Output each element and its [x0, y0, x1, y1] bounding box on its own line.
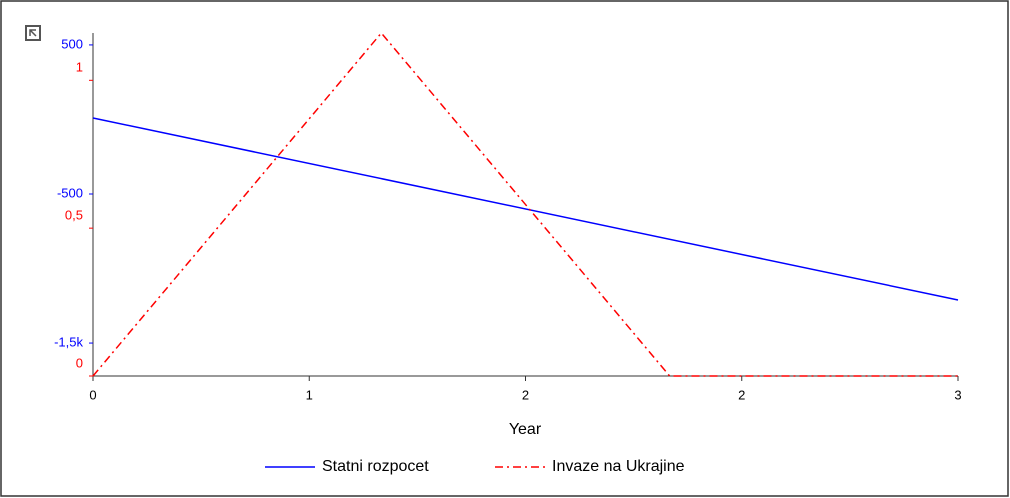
- series-line: [92, 31, 958, 377]
- x-tick-label: 3: [954, 387, 961, 402]
- x-tick-label: 2: [522, 387, 529, 402]
- series-line: [92, 117, 959, 301]
- y2-tick-label: 1: [76, 60, 83, 75]
- x-tick-label: 0: [89, 387, 96, 402]
- y-tick-label: 500: [61, 36, 83, 51]
- x-axis-label: Year: [509, 421, 542, 438]
- legend-label: Invaze na Ukrajine: [552, 458, 685, 475]
- y2-tick-label: 0,5: [65, 208, 83, 223]
- x-tick-label: 2: [738, 387, 745, 402]
- x-tick-label: 1: [306, 387, 313, 402]
- expand-icon[interactable]: [25, 25, 41, 41]
- y-tick-label: -500: [57, 185, 83, 200]
- legend-label: Statni rozpocet: [322, 458, 429, 475]
- y-tick-label: -1,5k: [54, 334, 83, 349]
- y2-tick-label: 0: [76, 355, 83, 370]
